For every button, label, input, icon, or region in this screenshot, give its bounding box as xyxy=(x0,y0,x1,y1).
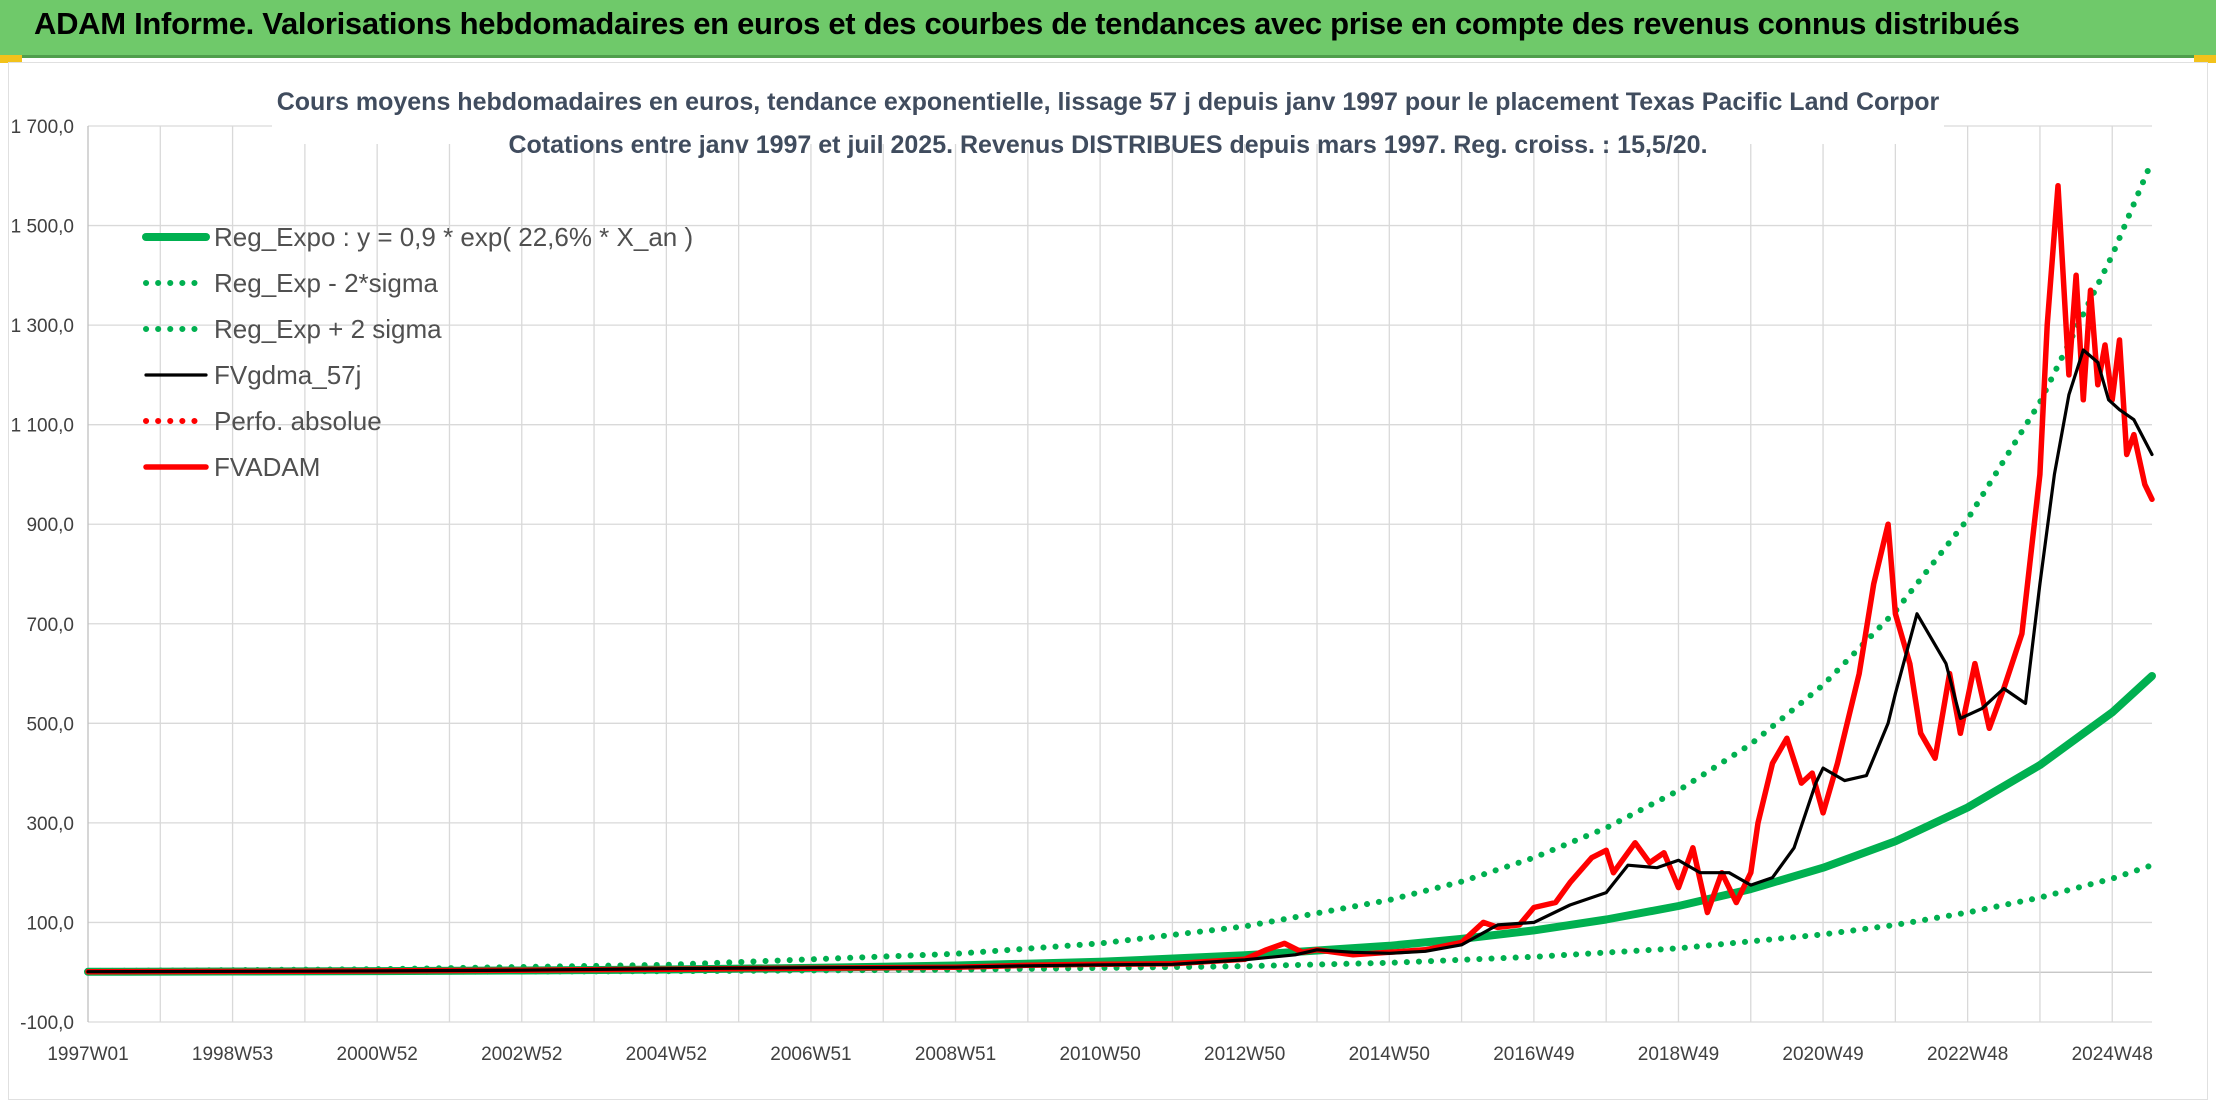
chart-title-background xyxy=(272,72,1944,144)
x-tick-label: 2010W50 xyxy=(1059,1044,1140,1065)
series-line-0 xyxy=(84,672,2156,976)
series-line-1 xyxy=(85,862,2155,976)
series-line-5 xyxy=(85,182,2155,975)
legend-label: FVgdma_57j xyxy=(214,360,361,390)
y-tick-label: 100,0 xyxy=(26,913,74,934)
x-tick-label: 1997W01 xyxy=(47,1044,128,1065)
corner-accent-right xyxy=(2194,55,2216,63)
x-tick-label: 2004W52 xyxy=(626,1044,707,1065)
y-tick-label: 1 300,0 xyxy=(11,316,74,337)
chart-title-line2: Cotations entre janv 1997 et juil 2025. … xyxy=(508,131,1707,159)
x-tick-label: 2018W49 xyxy=(1638,1044,1719,1065)
header-banner: ADAM Informe. Valorisations hebdomadaire… xyxy=(0,0,2216,58)
legend-label: FVADAM xyxy=(214,452,320,482)
banner-title: ADAM Informe. Valorisations hebdomadaire… xyxy=(34,6,2020,41)
grid-lines xyxy=(87,125,2152,1023)
corner-accent-left xyxy=(0,55,22,63)
y-axis-tick-labels: -100,0 100,0 300,0 500,0 700,0 900,0 1 100,0 1 … xyxy=(11,117,74,1034)
legend-label: Perfo. absolue xyxy=(214,406,382,436)
x-tick-label: 2008W51 xyxy=(915,1044,996,1065)
legend: Reg_Expo : y = 0,9 * exp( 22,6% * X_an )… xyxy=(142,222,693,482)
x-tick-label: 2006W51 xyxy=(770,1044,851,1065)
series-lines xyxy=(84,157,2156,976)
x-tick-label: 2000W52 xyxy=(337,1044,418,1065)
x-tick-label: 2022W48 xyxy=(1927,1044,2008,1065)
x-tick-label: 2014W50 xyxy=(1349,1044,1430,1065)
y-tick-label: 500,0 xyxy=(26,714,74,735)
y-tick-label: 1 500,0 xyxy=(11,217,74,238)
chart-title-line1: Cours moyens hebdomadaires en euros, ten… xyxy=(277,88,1940,116)
x-tick-label: 2012W50 xyxy=(1204,1044,1285,1065)
y-tick-label: 300,0 xyxy=(26,814,74,835)
y-tick-label: 700,0 xyxy=(26,615,74,636)
legend-label: Reg_Exp - 2*sigma xyxy=(214,268,439,298)
line-chart: -100,0 100,0 300,0 500,0 700,0 900,0 1 100,0 1 … xyxy=(11,72,2156,1065)
x-tick-label: 2024W48 xyxy=(2072,1044,2153,1065)
y-tick-label: 900,0 xyxy=(26,515,74,536)
legend-label: Reg_Exp + 2 sigma xyxy=(214,314,442,344)
legend-label: Reg_Expo : y = 0,9 * exp( 22,6% * X_an ) xyxy=(214,222,693,252)
y-tick-label: -100,0 xyxy=(20,1013,74,1034)
x-tick-label: 1998W53 xyxy=(192,1044,273,1065)
y-tick-label: 1 700,0 xyxy=(11,117,74,138)
series-line-3 xyxy=(86,348,2154,974)
x-tick-label: 2016W49 xyxy=(1493,1044,1574,1065)
x-tick-label: 2002W52 xyxy=(481,1044,562,1065)
y-tick-label: 1 100,0 xyxy=(11,416,74,437)
x-tick-label: 2020W49 xyxy=(1782,1044,1863,1065)
x-axis-tick-labels: 1997W01 1998W53 2000W52 2002W52 2004W52 2006W… xyxy=(47,1044,2153,1065)
